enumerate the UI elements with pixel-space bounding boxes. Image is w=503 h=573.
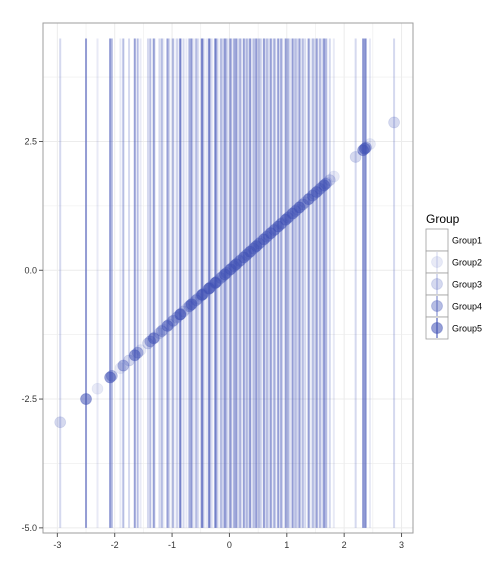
data-point-group3 bbox=[54, 416, 67, 429]
data-point-group4 bbox=[117, 359, 130, 372]
data-point-group5 bbox=[161, 320, 174, 332]
data-point-group5 bbox=[293, 201, 306, 214]
data-point-group2 bbox=[327, 170, 340, 183]
legend-entry-label: Group2 bbox=[452, 258, 482, 268]
data-point-group3 bbox=[388, 116, 400, 129]
data-point-group5 bbox=[80, 393, 92, 405]
data-point-group5 bbox=[358, 142, 371, 155]
legend-key-point bbox=[431, 300, 443, 312]
data-point-group5 bbox=[195, 289, 208, 301]
legend-entry-label: Group1 bbox=[452, 236, 482, 246]
x-axis-tick-label: -2 bbox=[111, 540, 119, 550]
x-axis-tick-label: -1 bbox=[168, 540, 176, 550]
data-point-group2 bbox=[91, 382, 104, 395]
grid-layer bbox=[43, 23, 413, 533]
y-axis-tick-label: 2.5 bbox=[24, 136, 37, 146]
plot-panel-border bbox=[42, 22, 414, 534]
legend-key-box bbox=[425, 228, 449, 252]
legend-entry-label: Group3 bbox=[452, 280, 482, 290]
y-axis-tick-label: -5.0 bbox=[21, 523, 37, 533]
legend-key-point bbox=[431, 322, 443, 334]
data-point-group5 bbox=[147, 332, 160, 345]
data-point-group5 bbox=[230, 258, 243, 270]
x-axis-tick-label: 0 bbox=[227, 540, 232, 550]
data-point-group5 bbox=[104, 371, 117, 384]
x-axis-tick-label: 1 bbox=[284, 540, 289, 550]
data-point-group5 bbox=[174, 308, 187, 321]
legend-key-point bbox=[431, 278, 443, 290]
data-point-group5 bbox=[310, 186, 323, 198]
x-axis-tick-label: -3 bbox=[53, 540, 61, 550]
data-point-group5 bbox=[302, 193, 315, 206]
data-point-group5 bbox=[250, 240, 263, 252]
x-axis-tick-label: 3 bbox=[399, 540, 404, 550]
legend-key-point bbox=[431, 256, 443, 268]
x-axis-tick-label: 2 bbox=[342, 540, 347, 550]
points-layer bbox=[54, 116, 400, 429]
data-point-group5 bbox=[318, 179, 330, 192]
legend-entry-label: Group5 bbox=[452, 324, 482, 334]
data-point-group3 bbox=[349, 151, 362, 163]
data-point-group5 bbox=[209, 276, 222, 289]
data-point-group5 bbox=[264, 227, 277, 240]
legend-title: Group bbox=[426, 212, 460, 226]
data-point-group5 bbox=[185, 298, 198, 311]
vertical-lines-layer bbox=[59, 38, 396, 528]
data-point-group5 bbox=[128, 349, 141, 362]
y-axis-tick-label: -2.5 bbox=[21, 394, 37, 404]
y-axis-tick-label: 0.0 bbox=[24, 265, 37, 275]
legend: Group Group1 Group2 Group3 Group4 Group5 bbox=[425, 212, 482, 340]
legend-entry-label: Group4 bbox=[452, 302, 482, 312]
axis-layer: -3 -2 -1 0 1 2 3 -5.0 -2.5 0.0 2.5 bbox=[21, 136, 404, 550]
data-point-group2 bbox=[114, 362, 127, 375]
data-point-group5 bbox=[272, 220, 285, 233]
